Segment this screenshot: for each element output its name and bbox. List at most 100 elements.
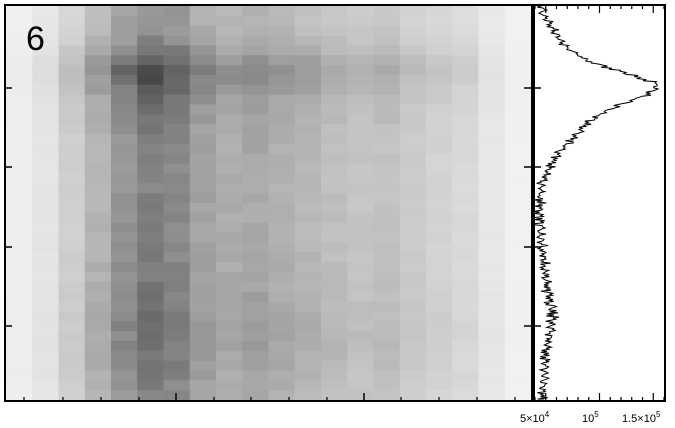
heatmap-cell (242, 301, 270, 312)
heatmap-cell (189, 370, 217, 381)
heatmap-cell (347, 124, 375, 135)
heatmap-cell (478, 380, 506, 391)
heatmap-cell (163, 321, 191, 332)
heatmap-cell (373, 74, 401, 86)
heatmap-cell (58, 321, 86, 332)
heatmap-cell (111, 45, 138, 56)
heatmap-cell (32, 94, 60, 106)
heatmap-cell (373, 271, 401, 283)
heatmap-cell (32, 15, 60, 27)
heatmap-cell (242, 114, 270, 125)
heatmap-cell (478, 340, 506, 352)
heatmap-cell (58, 143, 86, 155)
heatmap-cell (268, 45, 296, 56)
heatmap-cell (268, 390, 296, 401)
heatmap-cell (216, 183, 243, 194)
heatmap-cell (347, 350, 375, 362)
heatmap-cell (478, 271, 506, 283)
heatmap-cell (137, 291, 165, 303)
heatmap-cell (6, 321, 33, 332)
heatmap-cell (478, 55, 506, 66)
heatmap-cell (58, 311, 86, 322)
heatmap-cell (478, 321, 506, 332)
heatmap-cell (242, 35, 270, 46)
heatmap-cell (321, 153, 348, 165)
heatmap-cell (137, 301, 165, 312)
heatmap-cell (111, 55, 138, 66)
heatmap-cell (216, 15, 243, 27)
heatmap-cell (163, 311, 191, 322)
heatmap-cell (478, 281, 506, 293)
heatmap-cell (373, 301, 401, 312)
heatmap-cell (504, 281, 532, 293)
heatmap-cell (137, 390, 165, 401)
heatmap-cell (426, 55, 453, 66)
heatmap-cell (6, 94, 33, 106)
heatmap-cell (452, 35, 480, 46)
heatmap-cell (452, 94, 480, 106)
heatmap-cell (137, 183, 165, 194)
heatmap-cell (347, 212, 375, 224)
heatmap-cell (32, 222, 60, 234)
heatmap-cell (399, 124, 427, 135)
heatmap-cell (347, 281, 375, 293)
heatmap-cell (399, 360, 427, 372)
heatmap-cell (478, 203, 506, 214)
heatmap-cell (294, 35, 322, 46)
heatmap-cell (504, 340, 532, 352)
heatmap-cell (216, 331, 243, 342)
heatmap-cell (504, 124, 532, 135)
heatmap-cell (294, 291, 322, 303)
heatmap-cell (32, 45, 60, 56)
heatmap-cell (6, 331, 33, 342)
heatmap-cell (504, 331, 532, 342)
heatmap-cell (321, 311, 348, 322)
heatmap-cell (426, 203, 453, 214)
heatmap-cell (58, 232, 86, 243)
heatmap-cell (504, 360, 532, 372)
heatmap-cell (347, 45, 375, 56)
heatmap-cell (504, 114, 532, 125)
heatmap-cell (294, 203, 322, 214)
heatmap-cell (294, 232, 322, 243)
heatmap-cell (216, 321, 243, 332)
heatmap-cell (347, 84, 375, 96)
heatmap-cell (84, 380, 112, 391)
heatmap-cell (32, 281, 60, 293)
heatmap-cell (216, 340, 243, 352)
heatmap-cell (399, 173, 427, 184)
heatmap-cell (84, 331, 112, 342)
heatmap-cell (321, 25, 348, 37)
heatmap-cell (426, 212, 453, 224)
heatmap-cell (321, 242, 348, 253)
heatmap-cell (111, 232, 138, 243)
heatmap-cell (163, 203, 191, 214)
heatmap-cell (294, 55, 322, 66)
heatmap-cell (163, 380, 191, 391)
heatmap-cell (373, 370, 401, 381)
heatmap-cell (242, 222, 270, 234)
heatmap-cell (6, 212, 33, 224)
heatmap-cell (426, 45, 453, 56)
heatmap-cell (84, 163, 112, 175)
heatmap-cell (84, 143, 112, 155)
heatmap-cell (58, 271, 86, 283)
heatmap-cell (504, 311, 532, 322)
heatmap-cell (478, 6, 506, 17)
heatmap-cell (163, 45, 191, 56)
heatmap-cell (426, 360, 453, 372)
heatmap-cell (504, 301, 532, 312)
heatmap-cell (399, 15, 427, 27)
heatmap-cell (6, 203, 33, 214)
heatmap-cell (163, 143, 191, 155)
heatmap-cell (242, 212, 270, 224)
heatmap-cell (163, 212, 191, 224)
heatmap-cell (294, 134, 322, 145)
heatmap-cell (189, 212, 217, 224)
heatmap-cell (294, 163, 322, 175)
heatmap-cell (111, 65, 138, 76)
heatmap-cell (321, 134, 348, 145)
heatmap-cell (242, 74, 270, 86)
heatmap-cell (294, 252, 322, 263)
heatmap-cell (216, 271, 243, 283)
